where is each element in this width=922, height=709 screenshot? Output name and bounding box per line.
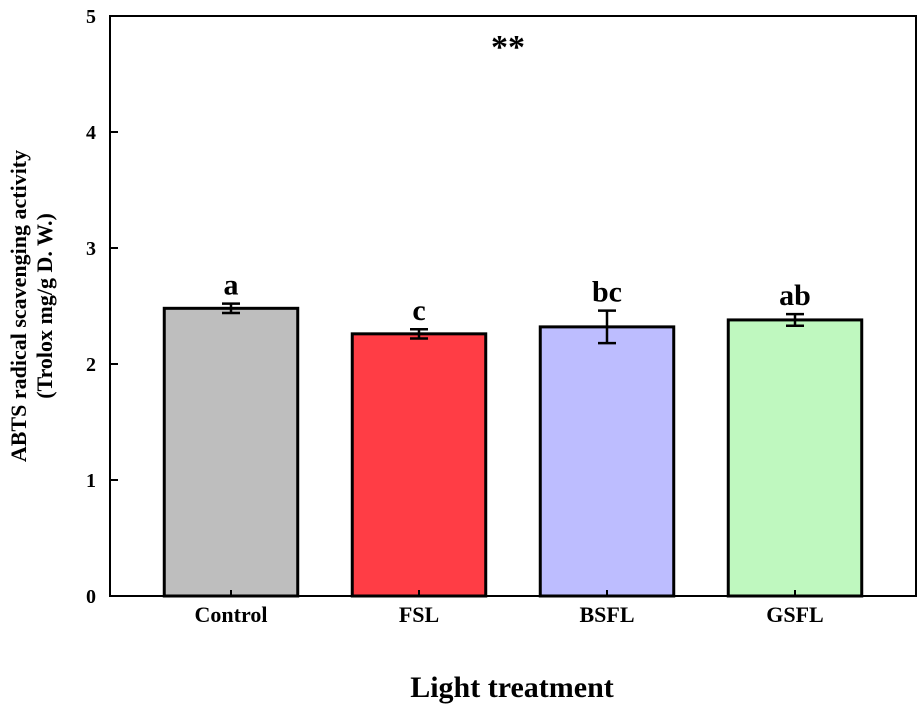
y-tick-label-4: 4 [86, 122, 96, 144]
x-axis-title: Light treatment [410, 671, 614, 704]
error-bars [222, 302, 804, 345]
y-tick-label-0: 0 [86, 586, 96, 608]
bars [162, 306, 864, 598]
y-tick-label-3: 3 [86, 238, 96, 260]
y-axis-title-line2: (Trolox mg/g D. W.) [32, 213, 57, 399]
significance-annotation: ** [491, 29, 525, 66]
y-axis-title-line1: ABTS radical scavenging activity [6, 150, 31, 462]
bar-bsfl [538, 325, 676, 598]
category-label-0: Control [195, 602, 268, 627]
y-tick-label-2: 2 [86, 354, 96, 376]
category-label-2: BSFL [579, 602, 634, 627]
category-label-1: FSL [399, 602, 439, 627]
x-axis: Control FSL BSFL GSFL [195, 590, 824, 627]
category-label-3: GSFL [766, 602, 823, 627]
y-tick-label-1: 1 [86, 470, 96, 492]
significance-label-2: bc [592, 276, 622, 309]
significance-label-0: a [224, 269, 239, 302]
significance-label-3: ab [779, 279, 811, 312]
y-axis: 0 1 2 3 4 5 [86, 6, 118, 608]
y-tick-label-5: 5 [86, 6, 96, 28]
significance-label-1: c [412, 294, 425, 327]
plot-frame [109, 15, 917, 597]
bar-gsfl [726, 318, 864, 598]
bar-fsl [350, 332, 488, 598]
bar-control [162, 306, 300, 598]
significance-labels: a c bc ab [224, 269, 811, 328]
